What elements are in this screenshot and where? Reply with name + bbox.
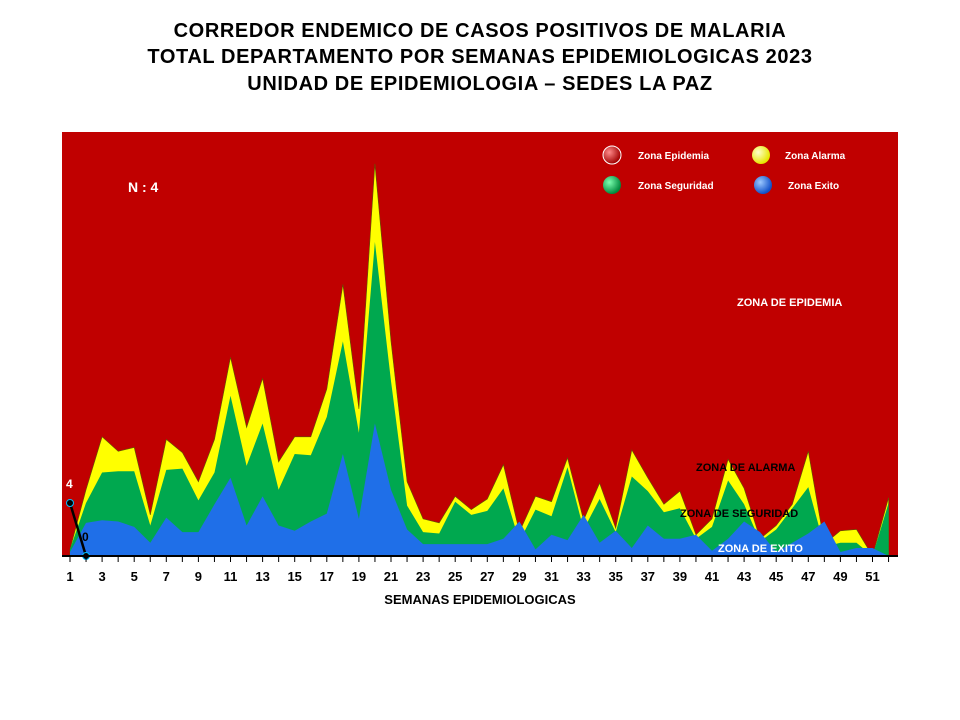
- x-tick-label: 1: [66, 569, 73, 584]
- x-tick-label: 9: [195, 569, 202, 584]
- chart-title-line-1: CORREDOR ENDEMICO DE CASOS POSITIVOS DE …: [173, 20, 787, 42]
- x-tick-label: 29: [512, 569, 526, 584]
- x-tick-label: 25: [448, 569, 462, 584]
- x-tick-label: 5: [131, 569, 138, 584]
- n-label: N : 4: [128, 179, 159, 195]
- x-axis-label: SEMANAS EPIDEMIOLOGICAS: [384, 592, 576, 607]
- zona-epidemia-label: ZONA DE EPIDEMIA: [737, 297, 842, 309]
- zona-alarma-label: ZONA DE ALARMA: [696, 462, 795, 474]
- x-tick-label: 15: [287, 569, 301, 584]
- x-tick-label: 13: [255, 569, 269, 584]
- chart-legend: Zona Epidemia Zona Alarma Zona Seguridad…: [602, 145, 846, 194]
- zona-seguridad-label: ZONA DE SEGURIDAD: [680, 508, 798, 520]
- x-tick-label: 11: [224, 569, 238, 584]
- x-tick-label: 21: [384, 569, 398, 584]
- legend-alarma-marker: [752, 146, 770, 164]
- legend-exito-label: Zona Exito: [788, 181, 839, 192]
- x-tick-label: 39: [673, 569, 687, 584]
- x-tick-label: 19: [352, 569, 366, 584]
- legend-epidemia-label: Zona Epidemia: [638, 151, 710, 162]
- x-tick-label: 3: [98, 569, 105, 584]
- cases-data-label: 4: [66, 477, 73, 491]
- cases-line: [68, 502, 88, 557]
- legend-epidemia-marker: [602, 145, 622, 165]
- x-tick-label: 45: [769, 569, 783, 584]
- x-tick-label: 49: [833, 569, 847, 584]
- area-zona-alarma: [69, 163, 889, 557]
- x-tick-label: 47: [801, 569, 815, 584]
- x-tick-label: 41: [705, 569, 719, 584]
- legend-seguridad-marker: [603, 176, 621, 194]
- legend-alarma-label: Zona Alarma: [785, 151, 846, 162]
- x-tick-label: 27: [480, 569, 494, 584]
- zona-exito-label: ZONA DE EXITO: [718, 543, 803, 555]
- x-tick-label: 51: [865, 569, 879, 584]
- x-tick-label: 43: [737, 569, 751, 584]
- x-tick-label: 37: [641, 569, 655, 584]
- x-tick-label: 17: [320, 569, 334, 584]
- x-tick-label: 23: [416, 569, 430, 584]
- area-zona-exito: [70, 423, 889, 556]
- cases-point: [66, 499, 74, 507]
- legend-seguridad-label: Zona Seguridad: [638, 181, 714, 192]
- chart-title-line-3: UNIDAD DE EPIDEMIOLOGIA – SEDES LA PAZ: [247, 73, 713, 95]
- x-tick-label: 31: [544, 569, 558, 584]
- x-tick-label: 35: [608, 569, 622, 584]
- chart-title-line-2: TOTAL DEPARTAMENTO POR SEMANAS EPIDEMIOL…: [147, 46, 813, 68]
- area-zona-seguridad: [70, 242, 889, 556]
- cases-data-label: 0: [82, 530, 89, 544]
- legend-exito-marker: [754, 176, 772, 194]
- x-tick-label: 7: [163, 569, 170, 584]
- x-tick-label: 33: [576, 569, 590, 584]
